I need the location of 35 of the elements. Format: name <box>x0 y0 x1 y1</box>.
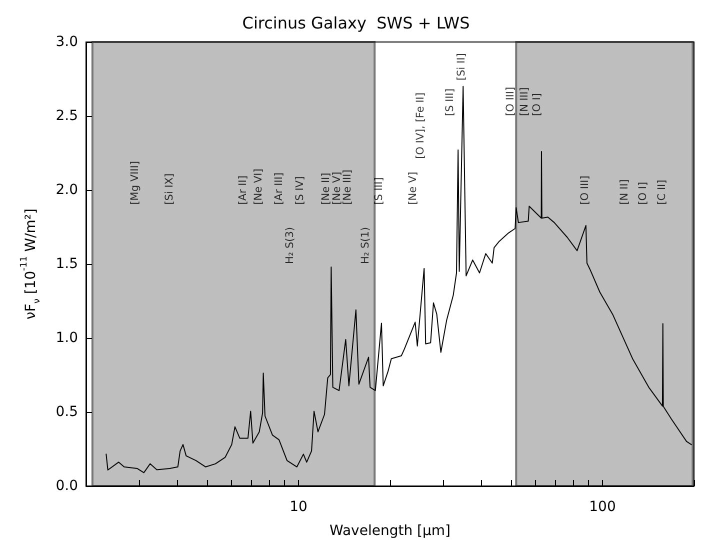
y-tick-label: 1.5 <box>56 256 78 272</box>
annotation: [Ne V] <box>406 172 419 205</box>
chart-title: Circinus Galaxy SWS + LWS <box>242 14 470 32</box>
y-tick-label: 1.0 <box>56 330 78 346</box>
y-tick-label: 2.5 <box>56 108 78 124</box>
annotation: [O III] <box>504 86 517 116</box>
y-tick-label: 0.0 <box>56 478 78 494</box>
annotation: [Si IX] <box>164 173 176 205</box>
annotation: [Si II] <box>456 53 468 80</box>
annotation: [Ne VI] <box>252 168 264 205</box>
y-axis-title: νFν [10-11 W/m²] <box>20 208 42 320</box>
annotation: [O IV], [Fe II] <box>414 92 427 159</box>
annotation: [S III] <box>444 88 456 116</box>
annotation: [O I] <box>637 182 650 205</box>
annotation: [S III] <box>372 177 385 205</box>
annotation: H₂ S(3) <box>284 227 296 264</box>
annotation: [O I] <box>531 93 544 116</box>
annotation: [S IV] <box>294 176 306 205</box>
annotation: [C II] <box>656 180 668 205</box>
x-tick-label: 10 <box>290 499 308 515</box>
annotation: [O III] <box>578 176 591 205</box>
annotation: [Ne II] <box>320 172 332 205</box>
annotation: [Ar II] <box>236 176 249 205</box>
x-axis-title: Wavelength [μm] <box>330 523 450 539</box>
y-tick-label: 3.0 <box>56 34 78 50</box>
annotation: [Ne III] <box>342 170 354 205</box>
annotation: [Ar III] <box>273 172 286 205</box>
annotation: [N III] <box>518 87 530 116</box>
annotation: [N II] <box>618 179 630 205</box>
y-tick-label: 2.0 <box>56 182 78 198</box>
x-tick-label: 100 <box>589 499 616 515</box>
annotation: [Mg VIII] <box>129 161 142 205</box>
annotation: H₂ S(1) <box>359 227 372 264</box>
annotation: [Ne V] <box>331 172 344 205</box>
y-tick-label: 0.5 <box>56 404 78 420</box>
